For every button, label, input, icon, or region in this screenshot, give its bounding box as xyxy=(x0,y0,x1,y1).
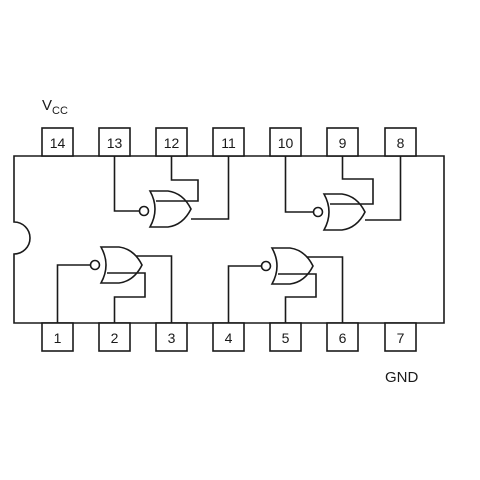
pin-9: 9 xyxy=(326,127,359,157)
pin-label: 12 xyxy=(164,135,180,151)
pin-label: 8 xyxy=(397,135,405,151)
pin-1: 1 xyxy=(41,322,74,352)
pin-label: 9 xyxy=(339,135,347,151)
pin-label: 3 xyxy=(168,330,176,346)
pin-label: 5 xyxy=(282,330,290,346)
pin-label: 4 xyxy=(225,330,233,346)
pin-3: 3 xyxy=(155,322,188,352)
pin-10: 10 xyxy=(269,127,302,157)
nor-gate-c xyxy=(56,246,173,323)
pin-4: 4 xyxy=(212,322,245,352)
pin-label: 1 xyxy=(54,330,62,346)
pin-11: 11 xyxy=(212,127,245,157)
pin-label: 14 xyxy=(50,135,66,151)
nor-gate-d xyxy=(227,247,344,323)
pin-label: 2 xyxy=(111,330,119,346)
gnd-label: GND xyxy=(385,369,419,386)
pin-8: 8 xyxy=(384,127,417,157)
pin-7: 7 xyxy=(384,322,417,352)
pin-label: 10 xyxy=(278,135,294,151)
pin-label: 11 xyxy=(221,135,236,151)
pin-14: 14 xyxy=(41,127,74,157)
bottom-pin-row: 1 2 3 4 5 6 7 xyxy=(41,322,417,352)
pin-12: 12 xyxy=(155,127,188,157)
nor-gate-a xyxy=(113,156,230,228)
pin-label: 7 xyxy=(397,330,405,346)
pin-13: 13 xyxy=(98,127,131,157)
pin-label: 13 xyxy=(107,135,123,151)
nor-gate-b xyxy=(284,156,402,231)
vcc-label: VCC xyxy=(42,97,68,117)
top-pin-row: 14 13 12 11 10 9 8 xyxy=(41,127,417,157)
pin-2: 2 xyxy=(98,322,131,352)
pin-6: 6 xyxy=(326,322,359,352)
pin-label: 6 xyxy=(339,330,347,346)
chip-body xyxy=(13,155,445,324)
pin-5: 5 xyxy=(269,322,302,352)
